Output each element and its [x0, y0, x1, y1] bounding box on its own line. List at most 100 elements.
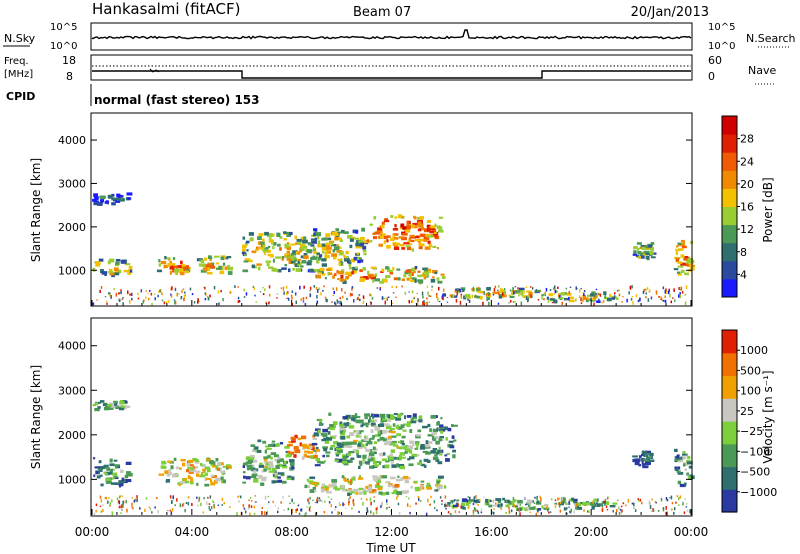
vel-echo-region — [674, 448, 695, 488]
time-axis: 00:00 04:00 08:00 12:00 16:00 20:00 00:00 — [75, 300, 709, 539]
power-echo-region — [313, 266, 446, 285]
colorbar-segment — [722, 278, 737, 298]
vel-echo-region — [311, 412, 458, 470]
freq-tick-low: 8 — [66, 70, 73, 83]
velocity-colorbar-label: Velocity [m s⁻¹] — [761, 370, 775, 463]
nsky-trace — [91, 29, 692, 40]
velocity-yaxis: 4000 3000 2000 1000 — [58, 340, 692, 486]
vel-echo-region — [92, 400, 131, 412]
colorbar-segment — [722, 398, 737, 422]
power-echo-region — [196, 255, 233, 275]
colorbar-segment — [722, 443, 737, 468]
power-colorbar: 28 24 20 16 12 8 4 — [721, 115, 754, 298]
time-tick-label: 20:00 — [574, 525, 609, 539]
power-echo-region — [241, 231, 317, 273]
colorbar-tick-label: −500 — [740, 466, 770, 479]
colorbar-segment — [722, 375, 737, 399]
colorbar-tick-label: 8 — [740, 246, 747, 259]
vel-ytick-label: 2000 — [58, 429, 86, 442]
freq-panel: Freq. [MHz] 18 8 60 0 Nave CPID normal (… — [4, 54, 776, 107]
time-tick-label: 04:00 — [175, 525, 210, 539]
colorbar-segment — [722, 116, 737, 135]
nsky-tick-high: 10^5 — [50, 22, 77, 33]
power-echo-region — [442, 287, 541, 300]
colorbar-tick-label: 1000 — [740, 344, 768, 357]
power-ytick-label: 2000 — [58, 221, 86, 234]
power-echo-region — [366, 214, 444, 252]
power-panel: 4000 3000 2000 1000 Slant Range [km] — [29, 112, 695, 307]
colorbar-segment — [722, 224, 737, 244]
power-colorbar-label: Power [dB] — [761, 177, 775, 242]
colorbar-tick-label: 100 — [740, 385, 761, 398]
power-yaxis: 4000 3000 2000 1000 — [58, 134, 692, 277]
vel-ytick-label: 1000 — [58, 473, 86, 486]
power-echo-region — [92, 258, 133, 278]
colorbar-tick-label: 25 — [740, 405, 754, 418]
xaxis-label: Time UT — [365, 541, 416, 554]
time-tick-label: 00:00 — [75, 525, 110, 539]
colorbar-segment — [722, 188, 737, 207]
vel-echo-region — [286, 434, 321, 460]
velocity-colorbar: 1000 500 100 25 −25 −100 −500 −1000 — [721, 329, 777, 513]
power-echo-region — [92, 192, 133, 206]
nsearch-label: N.Search — [746, 32, 796, 45]
power-data-layer — [92, 192, 695, 307]
nave-trace — [92, 70, 691, 79]
colorbar-segment — [722, 206, 737, 226]
nsky-tick-low: 10^0 — [50, 41, 77, 52]
vel-echo-region — [242, 439, 295, 486]
power-ylabel: Slant Range [km] — [29, 158, 43, 262]
vel-ytick-label: 3000 — [58, 384, 86, 397]
velocity-data-layer — [92, 400, 695, 517]
power-ytick-label: 1000 — [58, 264, 86, 277]
colorbar-tick-label: −100 — [740, 445, 770, 458]
nsky-panel: N.Sky 10^5 10^0 10^5 10^0 N.Search — [3, 22, 796, 52]
colorbar-segment — [722, 134, 737, 153]
colorbar-tick-label: 4 — [740, 268, 747, 281]
cpid-label: CPID — [6, 90, 35, 103]
colorbar-segment — [722, 242, 737, 262]
power-ytick-label: 4000 — [58, 134, 86, 147]
power-ytick-label: 3000 — [58, 177, 86, 190]
colorbar-tick-label: −25 — [740, 425, 763, 438]
colorbar-segment — [722, 489, 737, 513]
colorbar-tick-label: 16 — [740, 201, 754, 214]
freq-unit-label: [MHz] — [4, 69, 33, 80]
colorbar-segment — [722, 260, 737, 280]
colorbar-segment — [722, 466, 737, 490]
freq-label: Freq. — [4, 56, 29, 67]
velocity-ylabel: Slant Range [km] — [29, 365, 43, 469]
vel-near-range-noise — [93, 495, 691, 517]
power-echo-region — [156, 256, 191, 276]
vel-echo-region — [444, 497, 618, 512]
nave-tick-high: 60 — [708, 54, 722, 67]
power-echo-region — [632, 242, 657, 261]
colorbar-segment — [722, 352, 737, 377]
station-title: Hankasalmi (fitACF) — [92, 0, 240, 18]
nsearch-tick-low: 10^0 — [708, 41, 735, 52]
nsearch-tick-high: 10^5 — [708, 22, 735, 33]
freq-glitch — [149, 68, 160, 73]
colorbar-tick-label: 28 — [740, 133, 754, 146]
freq-tick-high: 18 — [62, 54, 76, 67]
vel-echo-region — [93, 457, 133, 488]
vel-echo-region — [158, 457, 232, 487]
power-near-range-noise — [92, 285, 688, 307]
colorbar-segment — [722, 152, 737, 171]
velocity-panel: 4000 3000 2000 1000 Slant Range [km] — [29, 317, 695, 517]
vel-ytick-label: 4000 — [58, 340, 86, 353]
cpid-text: normal (fast stereo) 153 — [94, 93, 260, 107]
time-tick-label: 00:00 — [674, 525, 709, 539]
colorbar-segment — [722, 421, 737, 445]
colorbar-segment — [722, 170, 737, 189]
vel-echo-region — [304, 475, 447, 496]
colorbar-segment — [722, 330, 737, 354]
colorbar-tick-label: 12 — [740, 223, 754, 236]
beam-label: Beam 07 — [353, 5, 411, 20]
nave-tick-low: 0 — [708, 70, 715, 83]
colorbar-tick-label: 500 — [740, 364, 761, 377]
nave-label: Nave — [748, 64, 776, 77]
colorbar-tick-label: 24 — [740, 155, 754, 168]
power-echo-region — [306, 227, 371, 267]
